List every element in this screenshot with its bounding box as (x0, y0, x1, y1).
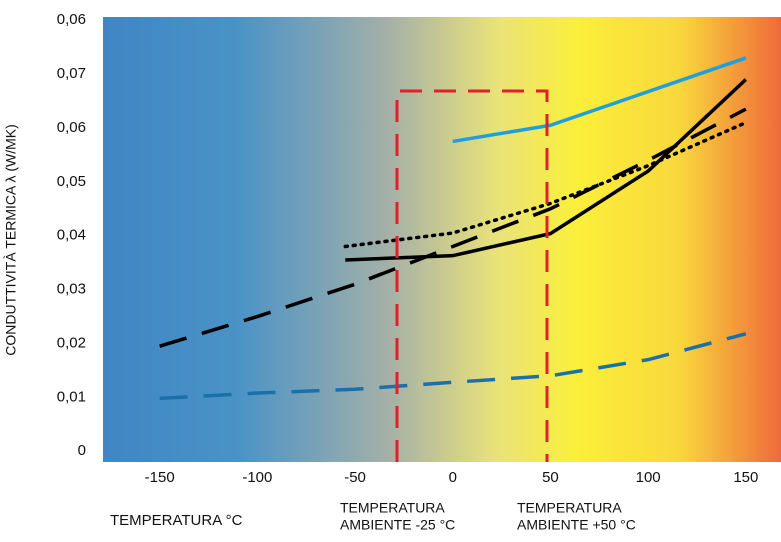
x-tick-label: 100 (636, 469, 661, 486)
y-tick-label: 0,02 (57, 334, 86, 351)
series-line (159, 107, 747, 348)
y-tick-label: 0,01 (57, 388, 86, 405)
annotation: TEMPERATURA (517, 500, 622, 516)
annotation: TEMPERATURA (340, 500, 445, 516)
y-tick-label: 0,06 (57, 119, 86, 136)
annotation: AMBIENTE +50 °C (517, 517, 636, 533)
x-tick-label: 50 (542, 469, 559, 486)
y-tick-label: 0,06 (57, 11, 86, 28)
series-line (452, 56, 747, 144)
annotation: AMBIENTE -25 °C (340, 517, 455, 533)
y-tick-label: 0 (78, 442, 86, 459)
x-axis-label: TEMPERATURA °C (110, 512, 243, 529)
ambient-range (395, 89, 549, 462)
y-axis-label: CONDUTTIVITÀ TERMICA λ (W/MK) (3, 124, 19, 356)
series-line (159, 332, 747, 401)
x-tick-label: -100 (242, 469, 272, 486)
y-tick-label: 0,03 (57, 281, 86, 298)
x-tick-label: -150 (145, 469, 175, 486)
y-tick-label: 0,04 (57, 227, 86, 244)
series-line (343, 120, 748, 249)
x-tick-label: 150 (733, 469, 758, 486)
series-line (345, 78, 748, 262)
x-tick-label: 0 (449, 469, 457, 486)
y-tick-label: 0,07 (57, 65, 86, 82)
x-tick-label: -50 (344, 469, 366, 486)
y-tick-label: 0,05 (57, 173, 86, 190)
